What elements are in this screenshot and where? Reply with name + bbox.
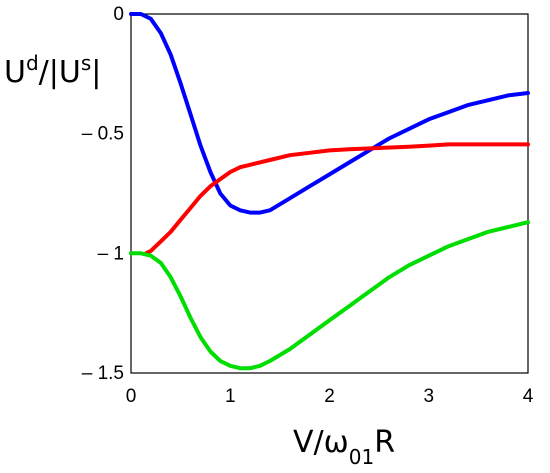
tick-layer: 0 1 2 3 4 0 – 0.5 – 1 – 1.5 (82, 4, 534, 407)
series-line-1 (129, 12, 530, 215)
x-tick-label: 3 (423, 386, 434, 407)
x-axis-label: V/ω01R (293, 425, 395, 469)
series-line-3 (129, 220, 530, 371)
y-tick-label: – 0.5 (82, 124, 124, 145)
x-tick-label: 2 (324, 386, 335, 407)
x-tick-label: 0 (126, 386, 137, 407)
x-tick-label: 4 (523, 386, 534, 407)
series-layer (129, 12, 530, 371)
y-tick-label: – 1 (98, 243, 124, 264)
x-tick-label: 1 (225, 386, 236, 407)
plot-frame (130, 13, 529, 374)
y-tick-label: 0 (113, 4, 124, 25)
series-line-2 (143, 142, 530, 256)
y-axis-label: Ud/|Us| (4, 51, 101, 90)
y-tick-label: – 1.5 (82, 363, 124, 384)
